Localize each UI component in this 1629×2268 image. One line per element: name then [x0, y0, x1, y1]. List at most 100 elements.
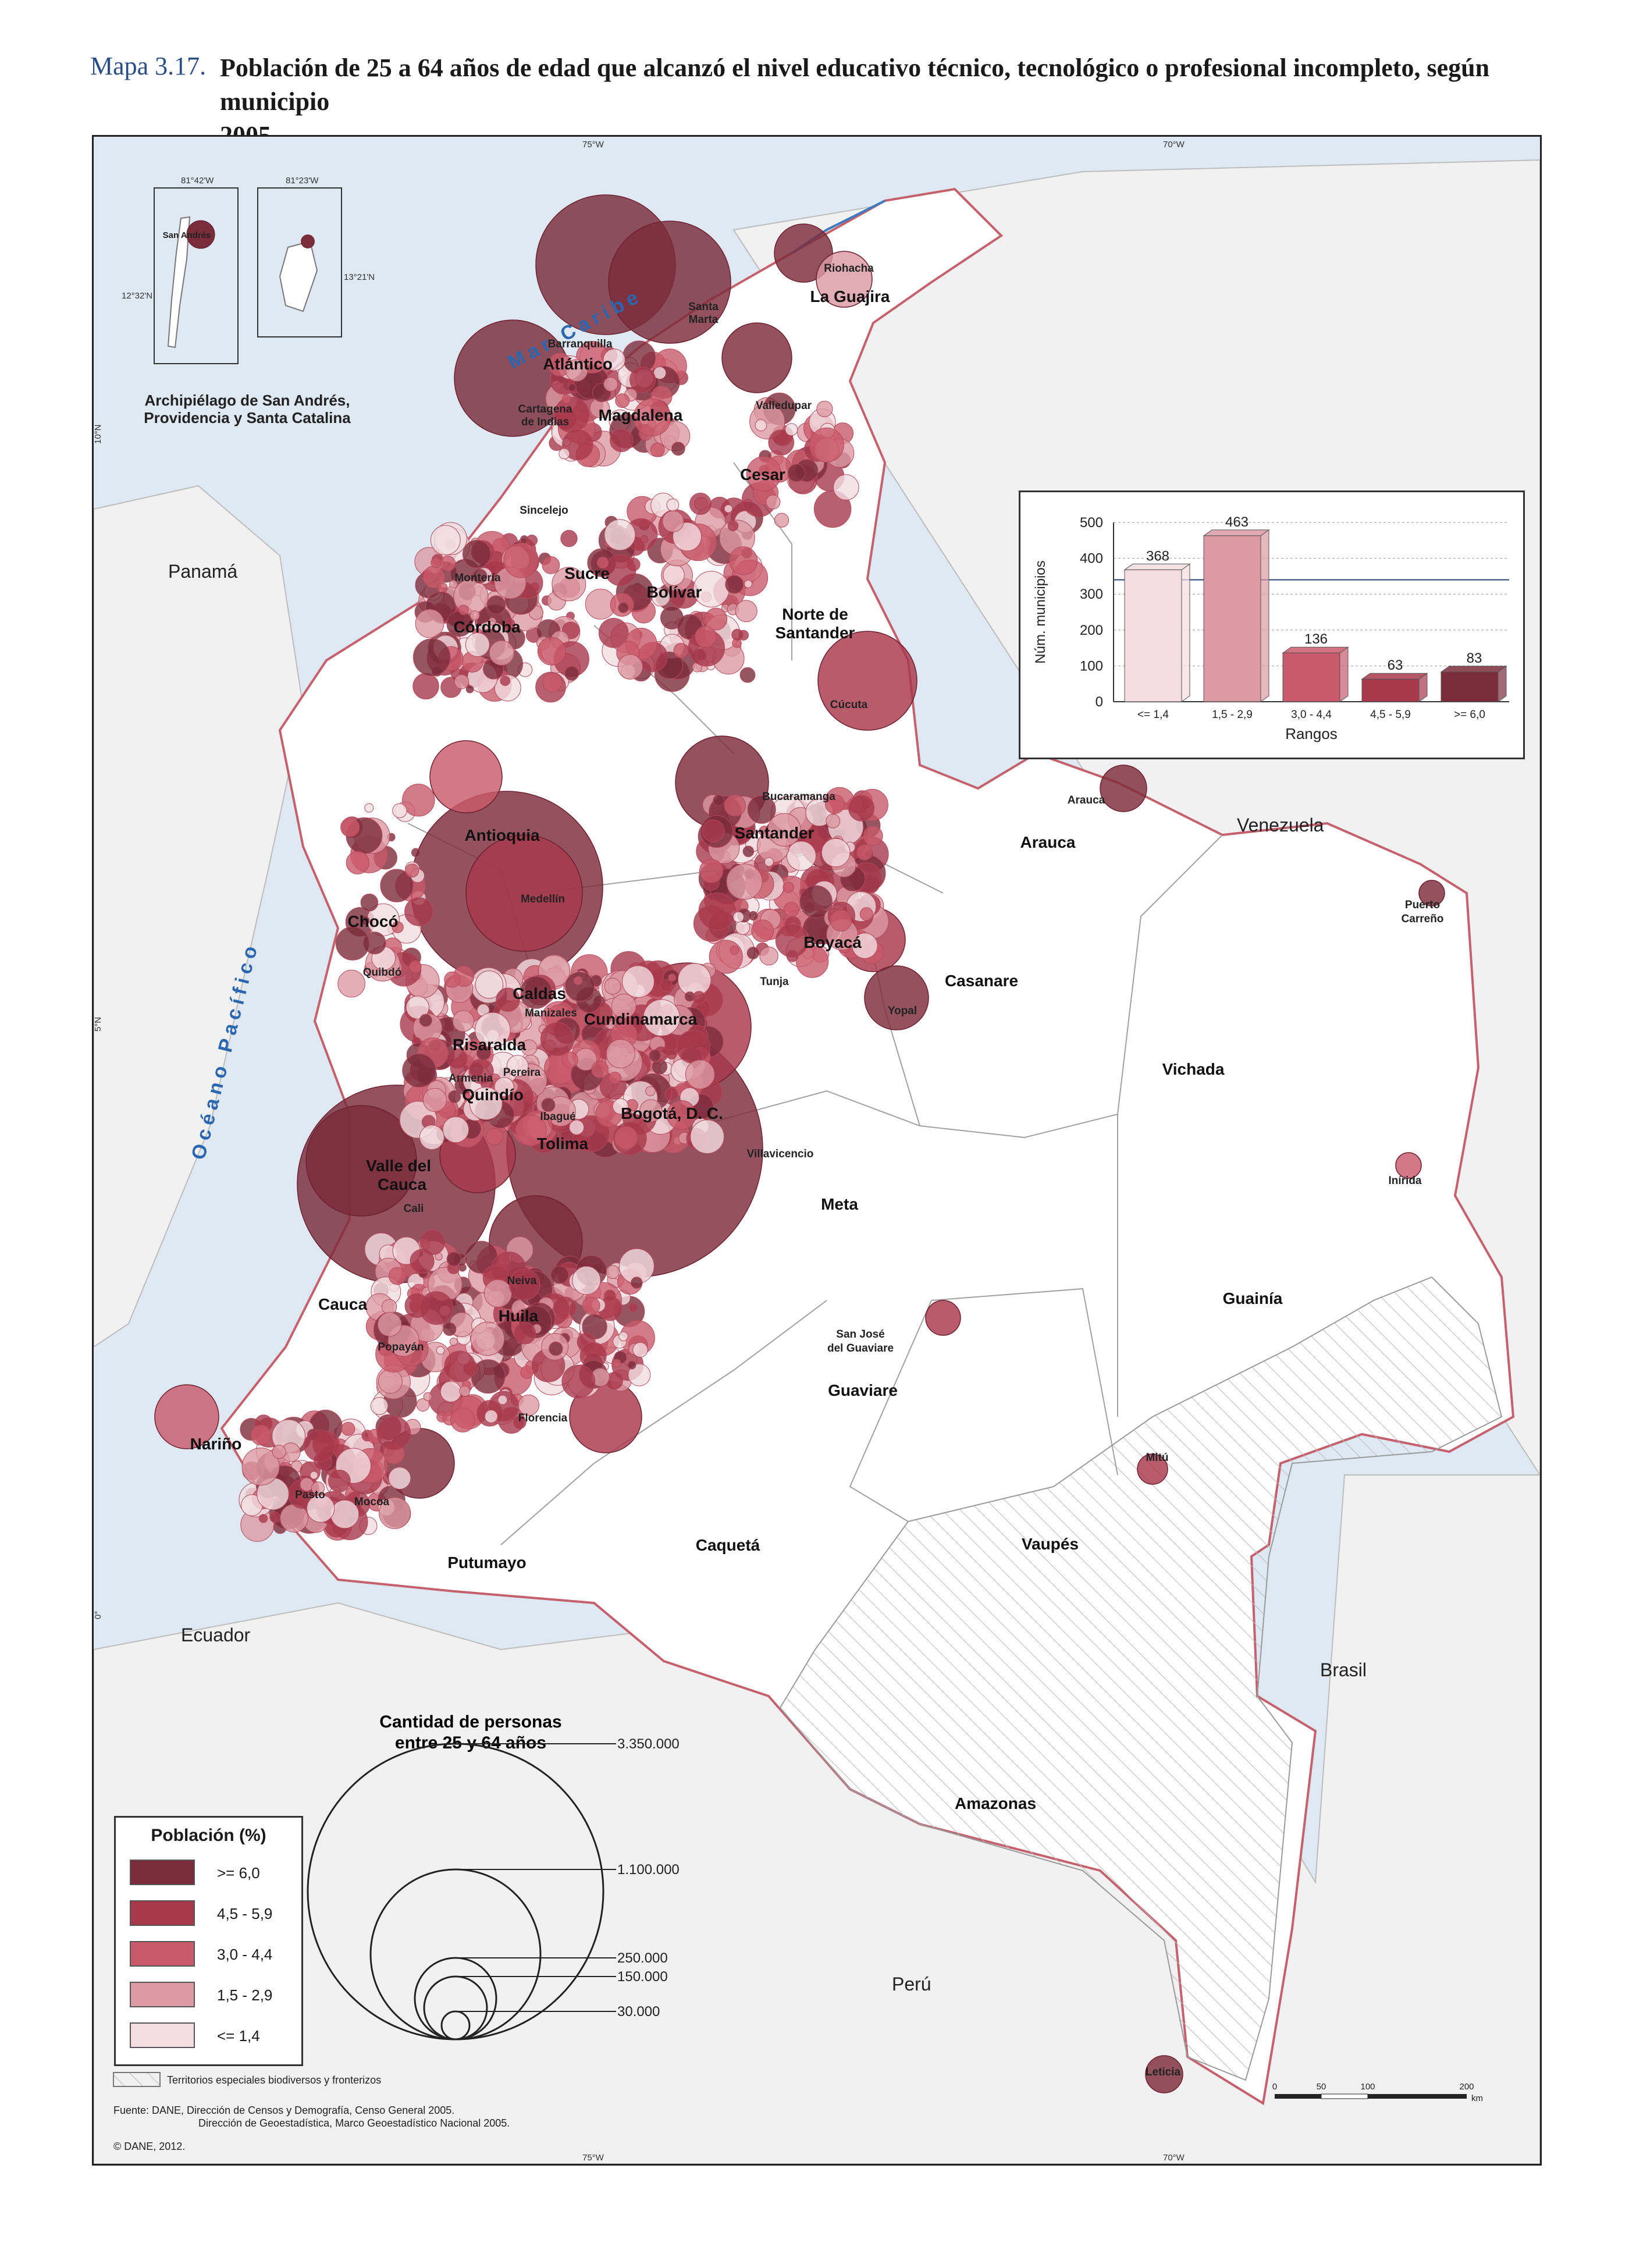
municipality-bubble	[639, 1099, 663, 1122]
municipality-bubble	[412, 673, 439, 700]
department-label: Atlántico	[543, 355, 613, 373]
municipality-bubble	[622, 965, 655, 998]
municipality-bubble	[606, 1265, 620, 1279]
city-label: Pasto	[295, 1489, 325, 1501]
department-label: Córdoba	[453, 618, 521, 636]
municipality-bubble	[564, 666, 579, 681]
size-legend: Cantidad de personas entre 25 y 64 años …	[307, 1712, 680, 2041]
municipality-bubble	[604, 977, 621, 995]
municipality-bubble	[608, 221, 731, 344]
legend-item: <= 1,4	[130, 2022, 298, 2049]
department-label: Boyacá	[803, 933, 862, 951]
municipality-bubble	[304, 1430, 336, 1462]
map-frame[interactable]: 75°W 70°W 75°W 70°W 10°N 5°N 0° Mar Cari…	[92, 135, 1542, 2166]
municipality-bubble	[721, 322, 792, 393]
city-label: de Indias	[521, 416, 569, 428]
municipality-bubble	[1395, 1152, 1422, 1179]
scale-tick: 50	[1317, 2082, 1326, 2092]
country-label: Brasil	[1320, 1659, 1367, 1680]
inset-city: San Andrés	[163, 230, 211, 240]
city-label: Popayán	[378, 1341, 424, 1353]
municipality-bubble	[458, 605, 469, 616]
city-label: Manizales	[525, 1007, 577, 1019]
scale-tick: 0	[1272, 2082, 1277, 2092]
municipality-bubble	[305, 1105, 417, 1217]
municipality-bubble	[444, 1350, 476, 1382]
x-tick-label: 1,5 - 2,9	[1212, 709, 1253, 721]
municipality-bubble	[328, 1469, 351, 1492]
lon-label: 75°W	[582, 140, 604, 150]
municipality-bubble	[727, 520, 739, 532]
size-value: 250.000	[617, 1950, 668, 1966]
municipality-bubble	[666, 498, 680, 511]
municipality-bubble	[746, 947, 760, 959]
size-legend-title: entre 25 y 64 años	[395, 1733, 546, 1752]
bar-value-label: 368	[1146, 548, 1169, 564]
municipality-bubble	[568, 383, 577, 392]
municipality-bubble	[459, 1385, 471, 1397]
inset-title: Providencia y Santa Catalina	[144, 409, 351, 426]
municipality-bubble	[604, 554, 636, 586]
municipality-bubble	[560, 529, 578, 548]
legend-item: 3,0 - 4,4	[130, 1941, 298, 1968]
municipality-bubble	[506, 1055, 529, 1077]
municipality-bubble	[465, 685, 474, 694]
municipality-bubble	[494, 1077, 514, 1097]
city-label: Cali	[404, 1203, 424, 1215]
municipality-bubble	[673, 643, 689, 659]
municipality-bubble	[423, 1392, 432, 1401]
y-tick-label: 200	[1080, 623, 1103, 638]
department-label: Huila	[499, 1307, 539, 1325]
municipality-bubble	[702, 819, 725, 842]
municipality-bubble	[449, 580, 458, 589]
municipality-bubble	[272, 1445, 286, 1459]
municipality-bubble	[411, 848, 421, 858]
lon-label: 70°W	[1163, 140, 1185, 150]
municipality-bubble	[404, 897, 433, 926]
bar-chart: 0 100 200 300 400 500 368 <= 1,4 463 1,5 - 2,9 136…	[1033, 514, 1509, 742]
municipality-bubble	[786, 950, 799, 962]
municipality-bubble	[751, 919, 774, 943]
municipality-bubble	[439, 555, 456, 572]
municipality-bubble	[419, 1014, 432, 1027]
department-label: Casanare	[945, 972, 1018, 990]
municipality-bubble	[826, 813, 841, 829]
municipality-bubble	[415, 609, 444, 638]
municipality-bubble	[864, 965, 929, 1030]
neighbor-land	[94, 485, 304, 1348]
country-label: Ecuador	[181, 1624, 251, 1645]
municipality-bubble	[628, 1303, 638, 1312]
size-value: 1.100.000	[617, 1862, 680, 1878]
municipality-bubble	[863, 826, 883, 846]
municipality-bubble	[796, 945, 829, 978]
municipality-bubble	[859, 907, 874, 921]
municipality-bubble	[744, 580, 753, 588]
municipality-bubble	[475, 1012, 511, 1048]
department-label: Chocó	[347, 912, 398, 930]
municipality-bubble	[341, 1421, 355, 1436]
municipality-bubble	[419, 1291, 453, 1325]
municipality-bubble	[378, 1369, 403, 1394]
municipality-bubble	[392, 921, 404, 933]
colombia-map[interactable]: 75°W 70°W 75°W 70°W 10°N 5°N 0° Mar Cari…	[94, 137, 1540, 2164]
municipality-bubble	[614, 1126, 638, 1150]
municipality-bubble	[346, 851, 369, 875]
municipality-bubble	[360, 916, 370, 926]
department-label: Tolima	[537, 1135, 589, 1153]
bar-top	[1123, 563, 1191, 570]
municipality-bubble	[405, 863, 419, 878]
bar-top	[1282, 646, 1349, 653]
municipality-bubble	[664, 1087, 678, 1101]
size-value: 30.000	[617, 2004, 660, 2020]
municipality-bubble	[402, 1053, 436, 1088]
municipality-bubble	[783, 881, 794, 893]
municipality-bubble	[569, 1119, 585, 1135]
municipality-bubble	[591, 1061, 609, 1078]
municipality-bubble	[728, 546, 758, 575]
municipality-bubble	[446, 1252, 461, 1267]
size-legend-title: Cantidad de personas	[379, 1712, 561, 1732]
legend-label: 3,0 - 4,4	[217, 1946, 273, 1963]
municipality-bubbles	[154, 194, 1445, 2093]
municipality-bubble	[561, 1364, 596, 1399]
legend-item: 4,5 - 5,9	[130, 1900, 298, 1927]
